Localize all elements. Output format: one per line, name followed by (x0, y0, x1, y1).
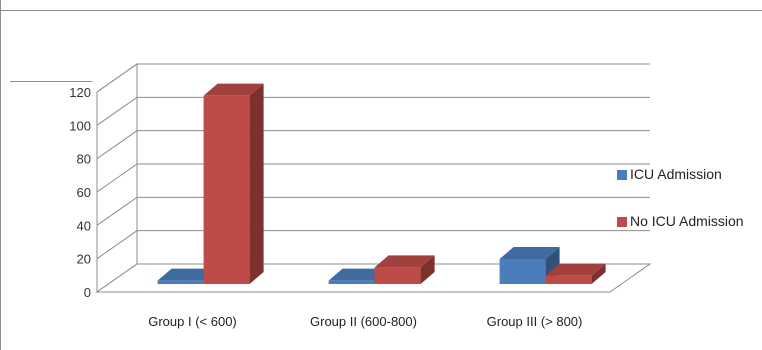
bar-front (499, 259, 546, 284)
bar-front (328, 280, 375, 284)
bar-top (203, 83, 264, 96)
bar-no-icu-admission-1 (203, 83, 264, 285)
gridline-60 (96, 163, 650, 193)
y-tick-label-0: 0 (84, 285, 91, 300)
bar-icu-admission-3 (499, 247, 560, 284)
legend-swatch-no-icu-admission (617, 217, 627, 227)
y-tick-label-20: 20 (77, 252, 91, 267)
bar-front (374, 267, 421, 284)
bar-side (591, 263, 606, 284)
x-tick-label-1: Group I (< 600) (148, 314, 237, 329)
legend: ICU Admission No ICU Admission (617, 166, 744, 229)
bar-top (374, 255, 435, 268)
y-tick-label-80: 80 (77, 152, 91, 167)
bar-no-icu-admission-2 (374, 255, 435, 284)
bar-side (249, 83, 264, 285)
bar-front (157, 280, 204, 284)
x-tick-label-2: Group II (600-800) (310, 314, 417, 329)
y-tick-label-120: 120 (69, 85, 91, 100)
bar-no-icu-admission-3 (545, 263, 606, 284)
x-tick-label-3: Group III (> 800) (487, 314, 583, 329)
gridline-120 (96, 63, 650, 93)
gridline-100 (96, 96, 650, 126)
legend-label-icu-admission: ICU Admission (630, 166, 722, 182)
bar-front (545, 275, 592, 284)
legend-swatch-icu-admission (617, 170, 627, 180)
legend-label-no-icu-admission: No ICU Admission (630, 213, 744, 229)
bar-top (545, 263, 606, 276)
gridlines (96, 63, 650, 293)
bars (157, 83, 606, 285)
y-tick-label-100: 100 (69, 118, 91, 133)
x-axis-labels: Group I (< 600) Group II (600-800) Group I… (148, 314, 582, 329)
y-axis-ticks: 0 20 40 60 80 100 120 (69, 85, 91, 300)
y-tick-label-40: 40 (77, 218, 91, 233)
gridline-80 (96, 130, 650, 160)
bar-top (157, 268, 218, 281)
bar-top (499, 247, 560, 259)
gridline-20 (96, 230, 650, 260)
bar-front (203, 95, 250, 285)
bar-side (420, 255, 435, 284)
bar-top (328, 268, 389, 281)
gridline-40 (96, 196, 650, 226)
y-tick-label-60: 60 (77, 185, 91, 200)
